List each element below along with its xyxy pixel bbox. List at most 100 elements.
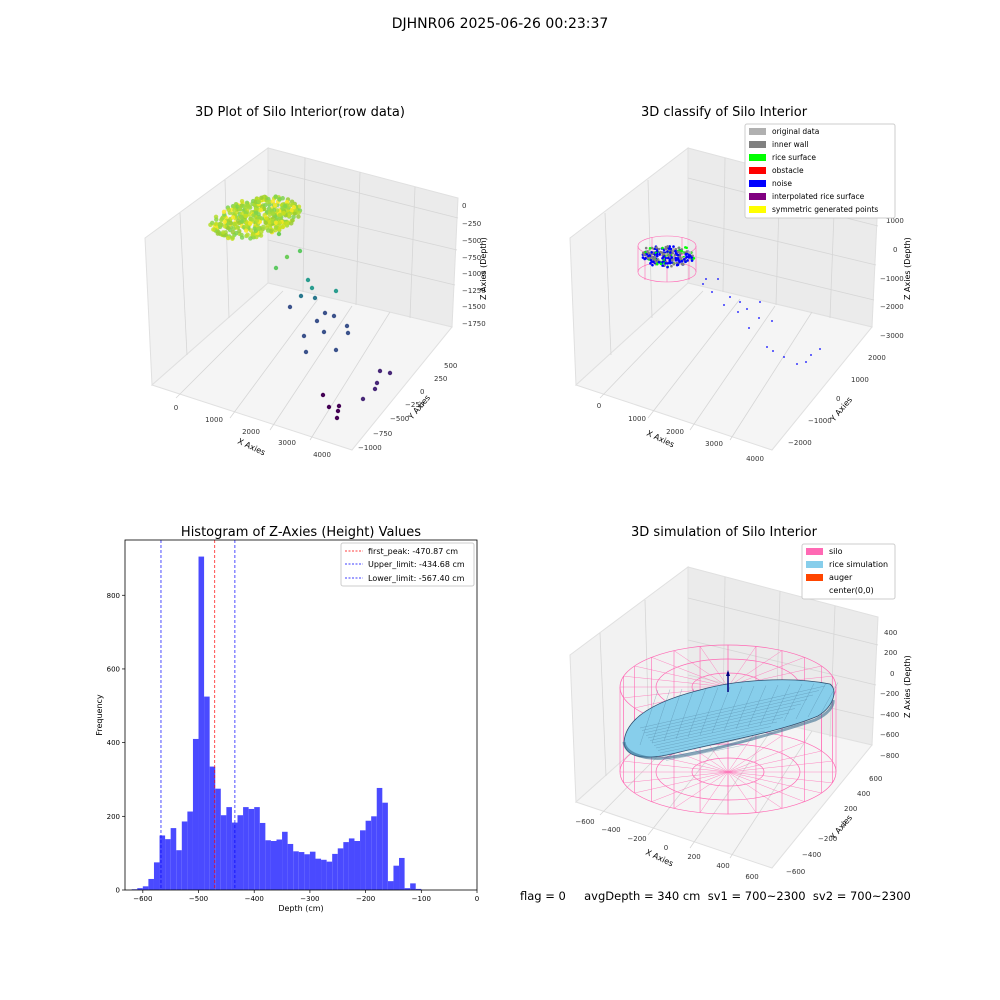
raw-point — [243, 228, 249, 233]
raw-z-ticks: 0 −250 −500 −750 −1000 −1250 −1500 −1750 — [462, 202, 486, 328]
sim-bottom-spoke — [727, 771, 822, 794]
sim-title: 3D simulation of Silo Interior — [631, 525, 818, 540]
raw-point — [281, 210, 286, 216]
hist-bar — [282, 831, 288, 890]
raw-point — [273, 265, 279, 271]
raw-point — [360, 396, 366, 402]
raw-point — [214, 217, 219, 222]
hist-bar — [304, 854, 310, 890]
classify-point — [684, 260, 687, 264]
raw-point — [286, 213, 291, 218]
hist-bar — [170, 828, 177, 890]
raw-point — [283, 221, 288, 226]
classify-point — [651, 263, 654, 267]
classify-point — [658, 253, 661, 256]
raw-point — [336, 403, 342, 409]
hist-y-tick-label: 0 — [116, 887, 120, 895]
classify-noise-point — [748, 327, 750, 329]
svg-text:200: 200 — [687, 853, 700, 861]
classify-point — [646, 250, 649, 253]
hist-x-tick-label: 0 — [475, 895, 479, 903]
raw-point — [258, 207, 264, 213]
svg-text:−3000: −3000 — [880, 332, 904, 340]
classify-point — [677, 257, 680, 261]
classify-noise-point — [705, 278, 707, 280]
svg-text:−1000: −1000 — [880, 275, 904, 283]
raw-point — [303, 349, 309, 355]
hist-x-tick-label: −100 — [412, 895, 431, 903]
raw-point — [226, 225, 231, 231]
hist-x-tick-label: −300 — [300, 895, 319, 903]
raw-point — [235, 204, 240, 209]
raw-point — [292, 211, 298, 216]
classify-noise-point — [810, 354, 812, 356]
raw-point — [272, 202, 278, 208]
raw-point — [244, 223, 249, 229]
sim-bottom-spoke — [727, 750, 822, 773]
raw-x-ticks: 0 1000 2000 3000 4000 — [174, 404, 331, 459]
raw-point — [225, 235, 231, 241]
sim-mesh-line — [783, 683, 803, 722]
svg-text:200: 200 — [884, 649, 897, 657]
sim-mesh-line — [647, 703, 802, 739]
raw-point — [230, 229, 236, 235]
classify-noise-point — [746, 308, 748, 310]
svg-text:4000: 4000 — [313, 451, 331, 459]
hist-bar — [293, 851, 299, 890]
hist-bar — [309, 851, 316, 890]
svg-text:1000: 1000 — [886, 217, 904, 225]
raw-point — [256, 198, 261, 204]
classify-noise-point — [758, 317, 760, 319]
hist-legend: first_peak: -470.87 cm Upper_limit: -434… — [340, 542, 475, 587]
classify-point — [678, 252, 682, 255]
raw-point — [210, 220, 215, 226]
sim-z-label: Z Axies (Depth) — [903, 655, 912, 718]
classify-point — [655, 249, 659, 253]
sim-bottom-spoke — [727, 771, 783, 809]
raw-point — [222, 219, 227, 225]
svg-text:−600: −600 — [786, 868, 805, 876]
classify-point — [672, 245, 675, 248]
hist-y-tick-label: 200 — [107, 813, 120, 821]
hist-x-tick-label: −500 — [189, 895, 208, 903]
hist-bar — [276, 839, 283, 890]
raw-point — [211, 227, 216, 232]
classify-point — [674, 247, 678, 251]
hist-bar — [176, 850, 182, 890]
hist-bar — [237, 815, 244, 890]
svg-text:−1750: −1750 — [462, 320, 486, 328]
raw-point — [277, 197, 282, 202]
raw-point — [291, 214, 296, 220]
raw-point — [374, 380, 380, 386]
svg-text:−400: −400 — [802, 851, 821, 859]
raw-point — [271, 211, 276, 216]
classify-point — [680, 249, 683, 253]
svg-text:−400: −400 — [601, 826, 620, 834]
raw-point — [247, 221, 253, 226]
hist-y-tick-label: 600 — [107, 665, 120, 673]
sim-bottom-spoke — [699, 771, 729, 813]
svg-text:0: 0 — [893, 246, 897, 254]
sim-mesh-line — [663, 739, 754, 759]
sim-mesh-line — [819, 682, 839, 716]
hist-bar — [148, 878, 154, 890]
svg-text:−750: −750 — [373, 430, 392, 438]
hist-bar — [159, 835, 166, 890]
svg-text:1000: 1000 — [205, 416, 223, 424]
hist-x-tick-label: −200 — [356, 895, 375, 903]
raw-point — [297, 248, 303, 254]
classify-point — [692, 256, 696, 260]
classify-point — [650, 252, 653, 256]
classify-noise-point — [766, 346, 768, 348]
sim-mesh-line — [675, 688, 695, 740]
classify-point — [677, 246, 681, 250]
raw-z-label: Z Axies (Depth) — [479, 237, 488, 300]
raw-point — [237, 207, 243, 212]
raw-point — [221, 209, 227, 215]
raw-point — [372, 386, 378, 392]
svg-text:−750: −750 — [462, 254, 481, 262]
sim-mesh-line — [807, 682, 827, 718]
classify-point — [687, 254, 691, 258]
svg-text:400: 400 — [857, 790, 870, 798]
classify-z-ticks: 1000 0 −1000 −2000 −3000 — [880, 217, 904, 340]
